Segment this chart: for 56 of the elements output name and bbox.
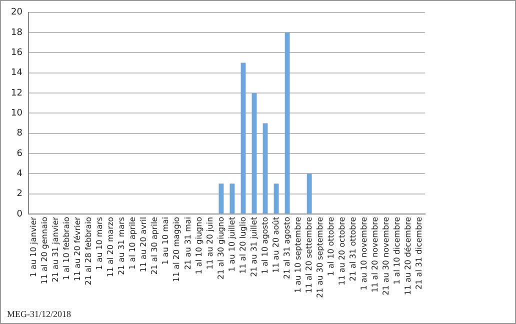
x-tick-label: 11 au 20 décembre: [404, 216, 413, 296]
x-tick-label: 1 au 10 novembre: [359, 216, 368, 290]
x-tick-label: 1 au 10 mai: [161, 216, 170, 265]
x-tick-label: 21 au 31 mars: [117, 216, 126, 276]
x-tick-label: 21 al 31 ottobre: [348, 216, 358, 282]
x-tick-label: 21 al 30 aprile: [150, 216, 160, 275]
x-tick-label: 21 al 30 giugno: [216, 216, 226, 280]
x-tick-label: 21 al 31 agosto: [282, 216, 292, 280]
y-tick-label: 16: [11, 48, 23, 58]
text: MEG-31/12/2018: [7, 308, 72, 319]
x-tick-label: 11 al 20 luglio: [238, 216, 248, 274]
y-tick-label: 10: [11, 108, 23, 118]
x-tick-label: 1 al 10 giugno: [194, 216, 204, 274]
x-tick-label: 11 au 20 avril: [139, 216, 148, 272]
x-tick-label: 1 au 10 janvier: [29, 216, 38, 278]
y-tick-label: 12: [11, 88, 22, 98]
x-tick-label: 21 al 28 febbraio: [84, 216, 94, 286]
x-tick-label: 11 al 20 novembre: [370, 216, 380, 293]
y-tick-label: 0: [16, 209, 23, 220]
bar: [284, 32, 290, 214]
y-tick-label: 4: [16, 168, 23, 179]
x-tick-label: 1 al 10 dicembre: [392, 216, 402, 284]
x-tick-label: 11 au 20 octobre: [337, 216, 346, 286]
x-tick-label: 1 au 10 mars: [95, 216, 104, 270]
x-tick-label: 11 au 20 août: [271, 216, 280, 273]
x-tick-label: 21 au 30 septembre: [315, 216, 324, 298]
bar: [218, 184, 224, 214]
y-tick-label: 6: [16, 148, 23, 159]
bar: [274, 184, 279, 214]
bar: [252, 93, 257, 214]
x-tick-label: 11 al 20 settembre: [304, 216, 314, 294]
y-tick-label: 20: [11, 8, 23, 18]
x-tick-label: 21 au 31 mai: [183, 216, 192, 270]
y-tick-label: 14: [11, 68, 23, 78]
bar: [306, 174, 312, 214]
x-tick-label: 11 al 20 maggio: [172, 216, 182, 282]
y-tick-label: 2: [16, 189, 22, 200]
x-tick-label: 21 au 31 juillet: [249, 216, 258, 277]
x-tick-label: 1 au 10 septembre: [293, 216, 302, 293]
bar: [240, 62, 246, 214]
bar: [262, 123, 268, 214]
x-tick-label: 1 al 10 febbraio: [62, 216, 72, 280]
y-tick-label: 18: [11, 28, 23, 38]
x-tick-label: 21 au 31 janvier: [51, 216, 60, 282]
x-tick-label: 1 al 10 agosto: [260, 216, 270, 274]
x-tick-label: 11 al 20 marzo: [106, 216, 116, 278]
x-tick-label: 21 al 31 dicembre: [414, 216, 424, 290]
x-tick-label: 11 au 20 juin: [205, 216, 214, 270]
x-tick-label: 1 al 10 ottobre: [326, 216, 336, 276]
x-tick-label: 11 au 20 février: [73, 216, 82, 282]
x-tick-label: 1 au 10 juillet: [227, 216, 236, 272]
bar: [230, 184, 235, 214]
x-tick-label: 11 al 20 gennaio: [40, 216, 50, 284]
y-tick-label: 8: [16, 128, 23, 139]
x-tick-label: 21 au 30 novembre: [382, 216, 391, 296]
x-tick-label: 1 al 10 aprile: [128, 216, 138, 270]
